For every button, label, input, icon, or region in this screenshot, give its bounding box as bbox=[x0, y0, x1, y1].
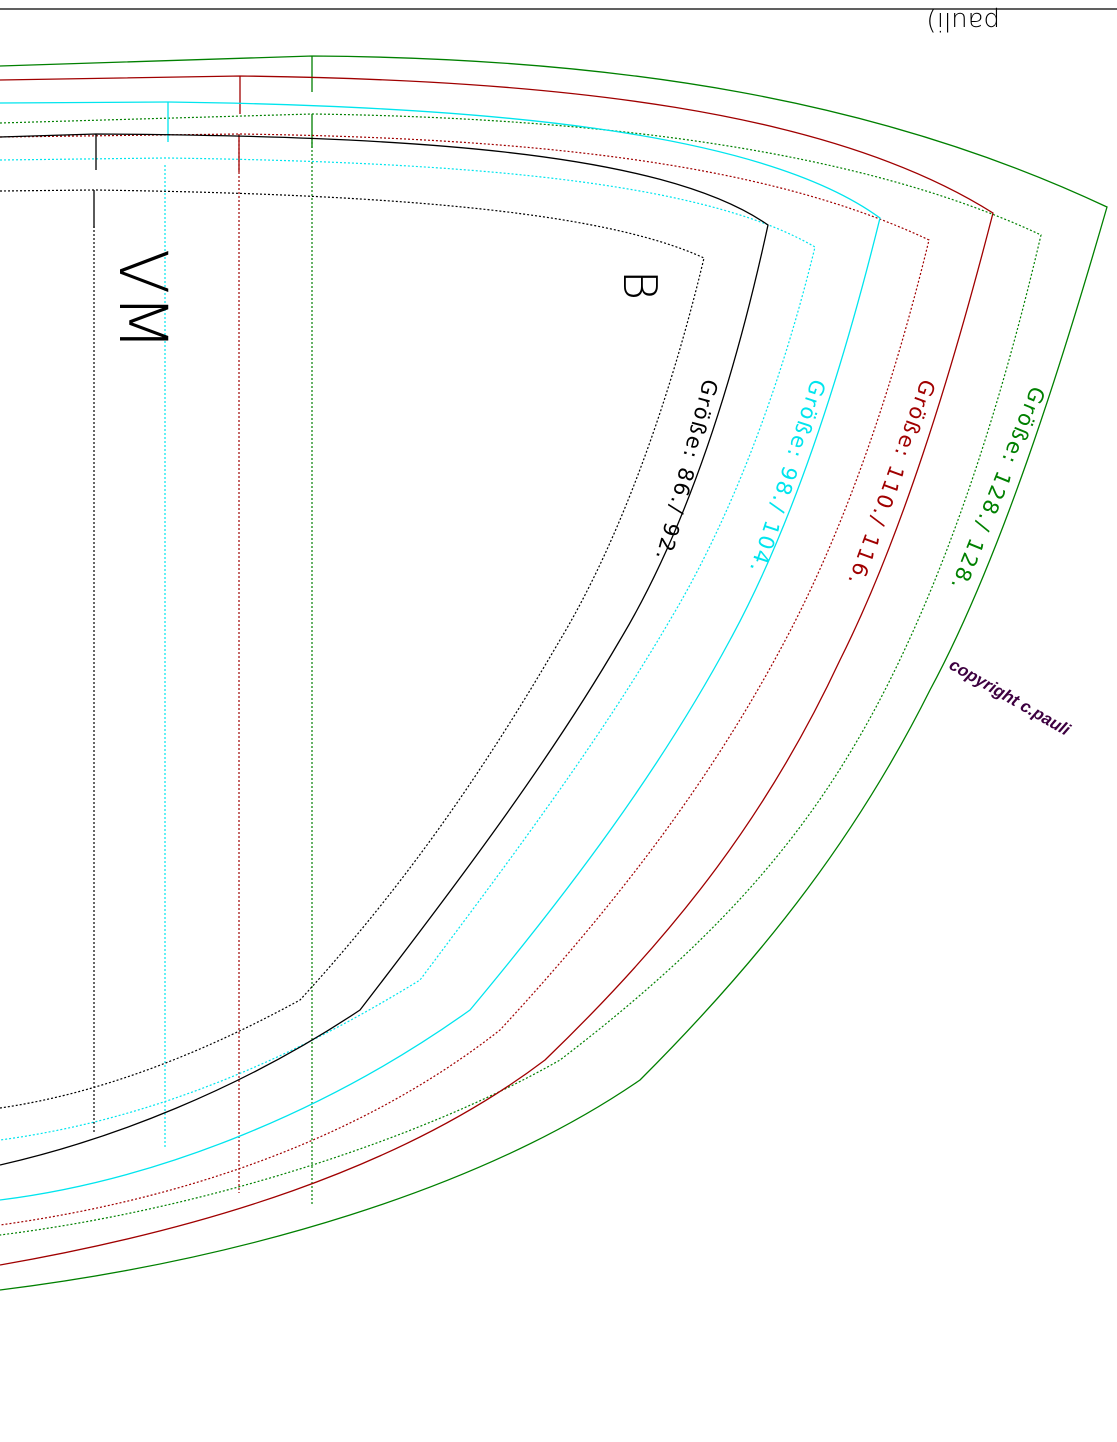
size-128-cut-line bbox=[0, 55, 1108, 1291]
size-98-cut-line bbox=[0, 101, 881, 1201]
size-86-cut-line bbox=[0, 133, 769, 1166]
size-86-seam-line bbox=[0, 189, 705, 1109]
size-128-seam-line bbox=[0, 113, 1042, 1236]
header-fragment-text: pauli) bbox=[926, 6, 1000, 36]
size-label-128: Größe: 128./ 128. bbox=[946, 383, 1050, 595]
copyright-text: copyright c.pauli bbox=[946, 655, 1074, 740]
center-front-mark: VM bbox=[104, 249, 181, 351]
size-110-lines bbox=[0, 75, 994, 1266]
size-label-98: Größe: 98./ 104. bbox=[744, 376, 830, 577]
size-86-lines bbox=[0, 133, 769, 1166]
size-128-lines bbox=[0, 55, 1108, 1291]
size-110-cut-line bbox=[0, 75, 994, 1266]
size-110-seam-line bbox=[0, 133, 930, 1226]
size-label-110: Größe: 110./ 116. bbox=[843, 376, 940, 590]
size-label-86: Größe: 86./ 92. bbox=[651, 377, 723, 565]
size-98-seam-line bbox=[0, 157, 816, 1141]
piece-letter: B bbox=[613, 270, 667, 300]
